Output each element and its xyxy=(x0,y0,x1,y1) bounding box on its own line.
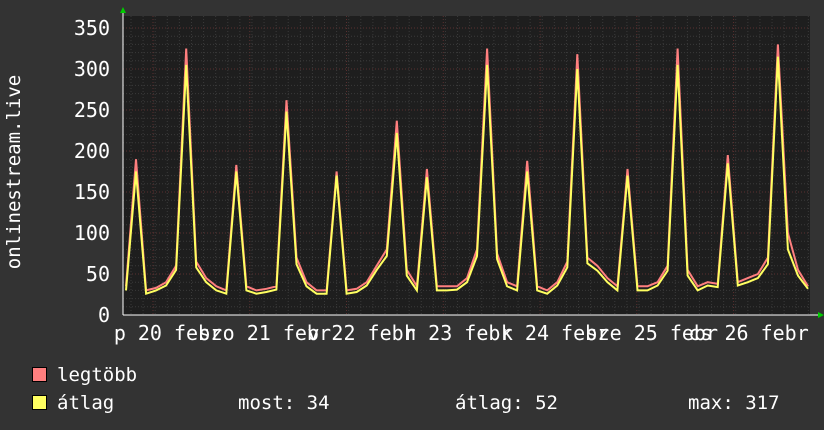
stat-max: max: 317 xyxy=(688,392,780,414)
legend-label: átlag xyxy=(57,392,115,414)
x-tick-label: v 22 febr xyxy=(307,321,415,345)
legend-item-max: legtöbb xyxy=(32,364,137,386)
x-tick-label: h 23 febr xyxy=(404,321,512,345)
legend-item-avg: átlag xyxy=(32,392,114,414)
legend-label: legtöbb xyxy=(57,364,138,386)
y-tick-label: 350 xyxy=(74,16,110,40)
y-tick-label: 50 xyxy=(86,262,110,286)
x-tick-label: cs 26 febr xyxy=(688,321,808,345)
plot-area xyxy=(123,16,810,315)
y-axis-label: onlinestream.live xyxy=(3,75,25,269)
y-tick-label: 300 xyxy=(74,57,110,81)
y-axis-arrow-icon xyxy=(120,7,126,13)
y-tick-label: 250 xyxy=(74,98,110,122)
y-tick-label: 150 xyxy=(74,180,110,204)
x-tick-label: sze 25 febr xyxy=(586,321,718,345)
legend-swatch-avg xyxy=(32,395,47,410)
y-tick-label: 200 xyxy=(74,139,110,163)
stat-atlag: átlag: 52 xyxy=(455,392,558,414)
x-tick-label: szo 21 febr xyxy=(199,321,331,345)
x-tick-label: p 20 febr xyxy=(114,321,222,345)
x-axis-arrow-icon xyxy=(818,312,824,318)
y-tick-label: 100 xyxy=(74,221,110,245)
stat-most: most: 34 xyxy=(238,392,330,414)
x-tick-label: k 24 febr xyxy=(501,321,609,345)
legend-swatch-max xyxy=(32,367,47,382)
y-tick-label: 0 xyxy=(98,303,110,327)
